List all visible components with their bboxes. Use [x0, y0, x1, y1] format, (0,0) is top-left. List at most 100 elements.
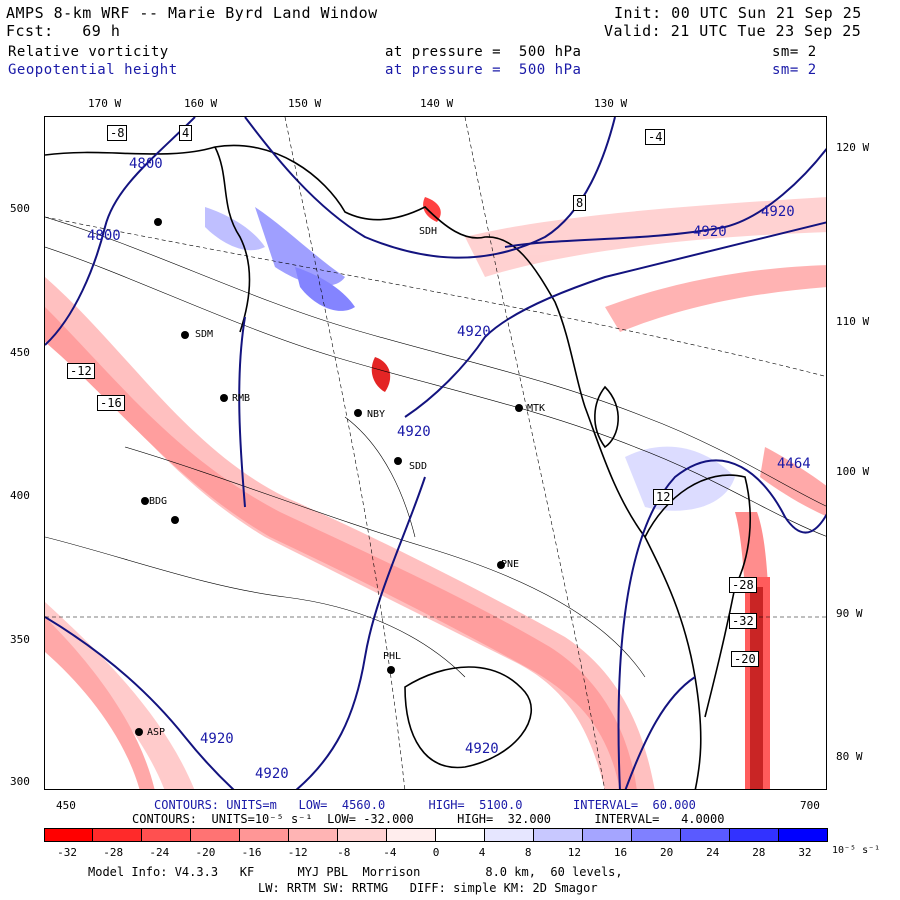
forecast-hour: Fcst: 69 h	[6, 22, 121, 40]
colorbar-cell	[289, 828, 338, 842]
right-axis-label: 120 W	[836, 141, 870, 154]
vorticity-label: 4	[179, 125, 193, 141]
height-contour-label: 4920	[200, 731, 234, 747]
vorticity-label: -20	[731, 651, 759, 667]
colorbar-cell	[436, 828, 485, 842]
station-label: SDM	[195, 329, 214, 340]
colorbar-cell	[681, 828, 730, 842]
coastline	[45, 144, 751, 789]
top-axis-label: 140 W	[420, 97, 454, 110]
height-contours	[45, 117, 826, 789]
height-contour-label: 4920	[465, 741, 499, 757]
colorbar-tick-label: -12	[287, 846, 308, 859]
station-label: SDH	[419, 226, 438, 237]
station-label: ASP	[147, 727, 166, 738]
colorbar-unit: 10⁻⁵ s⁻¹	[832, 845, 881, 856]
colorbar-cell	[44, 828, 93, 842]
vorticity-label: -32	[729, 613, 757, 629]
colorbar-cell	[632, 828, 681, 842]
left-axis-label: 500	[10, 202, 30, 215]
colorbar-tick-label: 16	[613, 846, 628, 859]
top-axis-label: 130 W	[594, 97, 628, 110]
vorticity-label: 12	[653, 489, 674, 505]
left-axis-label: 400	[10, 489, 30, 502]
colorbar-tick-label: 12	[567, 846, 581, 859]
vorticity-shading	[45, 197, 826, 789]
vorticity-label: -8	[107, 125, 128, 141]
right-axis-label: 100 W	[836, 465, 870, 478]
bottom-axis-label: 700	[800, 799, 820, 812]
vorticity-contours	[45, 216, 826, 678]
colorbar-tick-label: 28	[752, 846, 766, 859]
field2-name: Geopotential height	[8, 62, 178, 78]
colorbar-tick-label: -32	[57, 846, 77, 859]
colorbar-cell	[583, 828, 632, 842]
colorbar-tick-label: 32	[798, 846, 812, 859]
station-label: SDD	[409, 461, 428, 472]
station-label: MTK	[527, 403, 546, 414]
left-axis-label: 450	[10, 346, 30, 359]
top-axis-label: 160 W	[184, 97, 218, 110]
height-contour-label: 4920	[397, 424, 431, 440]
station-label: NBY	[367, 409, 386, 420]
vorticity-label: -12	[67, 363, 95, 379]
vorticity-label: -16	[97, 395, 125, 411]
height-contour-label: 4920	[255, 766, 289, 782]
colorbar-cell	[191, 828, 240, 842]
left-axis-label: 300	[10, 775, 30, 788]
field1-level: at pressure = 500 hPa	[385, 44, 582, 60]
model-info: Model Info: V4.3.3 KF MYJ PBL Morrison 8…	[88, 865, 623, 879]
colorbar-tick-label: -24	[149, 846, 170, 859]
colorbar-tick-label: 4	[478, 846, 486, 859]
field2-smoothing: sm= 2	[772, 62, 817, 78]
colorbar-tick-label: 0	[432, 846, 440, 859]
graticule	[45, 117, 826, 789]
station-label: PNE	[501, 559, 520, 570]
colorbar-tick-label: -28	[103, 846, 124, 859]
vorticity-label: -4	[645, 129, 666, 145]
colorbar-tick-label: 24	[706, 846, 720, 859]
colorbar-cell	[485, 828, 534, 842]
top-axis-label: 150 W	[288, 97, 322, 110]
colorbar-cell	[93, 828, 142, 842]
colorbar-tick-label: -4	[383, 846, 397, 859]
height-contour-label: 4920	[457, 324, 491, 340]
vorticity-contour-info: CONTOURS: UNITS=10⁻⁵ s⁻¹ LOW= -32.000 HI…	[132, 812, 725, 826]
station-label: RMB	[232, 393, 251, 404]
map-title: AMPS 8-km WRF -- Marie Byrd Land Window	[6, 4, 378, 22]
station-label: PHL	[383, 651, 402, 662]
colorbar-cell	[240, 828, 289, 842]
colorbar-cell	[534, 828, 583, 842]
field1-smoothing: sm= 2	[772, 44, 817, 60]
init-time: Init: 00 UTC Sun 21 Sep 25	[614, 4, 862, 22]
height-contour-label: 4920	[693, 224, 727, 240]
colorbar-tick-label: -20	[195, 846, 216, 859]
colorbar-tick-label: -16	[241, 846, 262, 859]
colorbar-cell	[338, 828, 387, 842]
colorbar-tick-label: -8	[337, 846, 351, 859]
right-axis-label: 110 W	[836, 315, 870, 328]
colorbar-tick-label: 8	[524, 846, 532, 859]
vorticity-map	[45, 117, 826, 789]
colorbar-cell	[779, 828, 828, 842]
right-axis-label: 80 W	[836, 750, 863, 763]
bottom-axis-label: 450	[56, 799, 76, 812]
field1-name: Relative vorticity	[8, 44, 169, 60]
vorticity-label: 8	[573, 195, 587, 211]
colorbar-cell	[387, 828, 436, 842]
height-contour-label: 4800	[87, 228, 121, 244]
height-contour-label: 4800	[129, 156, 163, 172]
field2-level: at pressure = 500 hPa	[385, 62, 582, 78]
valid-time: Valid: 21 UTC Tue 23 Sep 25	[604, 22, 862, 40]
vorticity-label: -28	[729, 577, 757, 593]
physics-info: LW: RRTM SW: RRTMG DIFF: simple KM: 2D S…	[258, 881, 598, 895]
top-axis-label: 170 W	[88, 97, 122, 110]
map-panel: PNE PHL NBY MTK BDG SDM RMB ASP SDH SDD …	[44, 116, 827, 790]
colorbar-cell	[730, 828, 779, 842]
station-label: BDG	[149, 496, 168, 507]
height-contour-label: 4464	[777, 456, 811, 472]
colorbar-tick-label: 20	[659, 846, 674, 859]
height-contour-label: 4920	[761, 204, 795, 220]
colorbar-cell	[142, 828, 191, 842]
height-contour-info: CONTOURS: UNITS=m LOW= 4560.0 HIGH= 5100…	[154, 798, 696, 812]
